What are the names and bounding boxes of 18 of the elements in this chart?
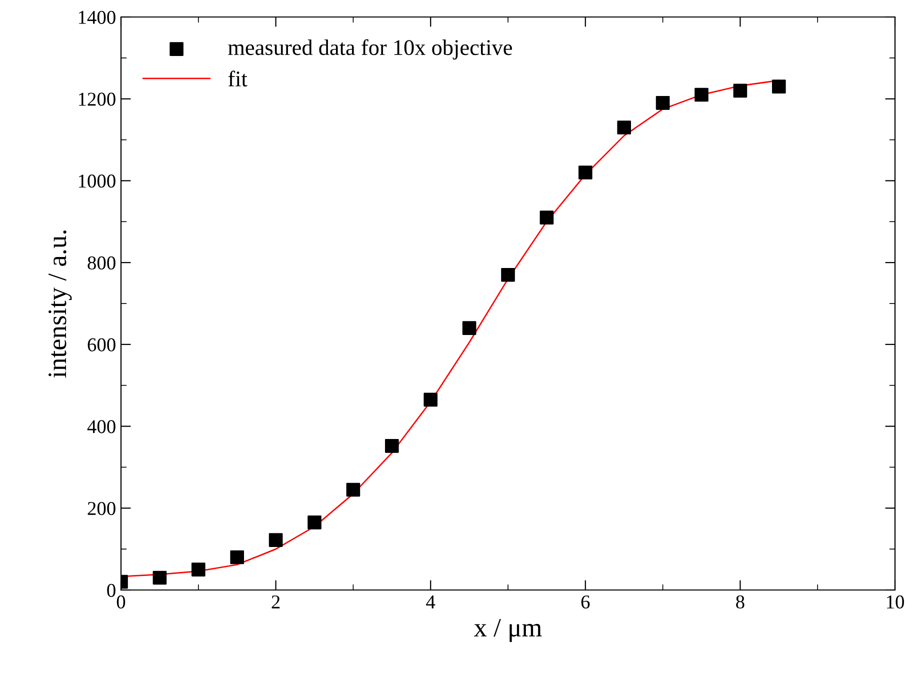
y-tick-label: 600	[88, 338, 116, 352]
x-tick-label: 6	[581, 595, 590, 609]
y-tick-label: 1000	[78, 174, 116, 188]
x-tick-label: 8	[736, 595, 744, 609]
y-tick-label: 800	[88, 256, 116, 270]
legend-label: measured data for 10x objective	[228, 39, 512, 60]
legend-label: fit	[228, 70, 248, 86]
y-tick-label: 1400	[78, 10, 116, 24]
x-tick-label: 2	[272, 595, 280, 608]
x-tick-label: 4	[426, 596, 436, 608]
y-axis-title: intensity / a.u.	[48, 230, 72, 378]
y-tick-label: 1200	[78, 92, 116, 106]
y-tick-label: 200	[88, 502, 116, 516]
y-tick-label: 400	[87, 420, 116, 434]
y-tick-label: 0	[107, 584, 116, 597]
x-tick-label: 10	[886, 595, 904, 609]
x-axis-title: x / μm	[474, 618, 542, 642]
x-tick-label: 0	[116, 595, 126, 609]
